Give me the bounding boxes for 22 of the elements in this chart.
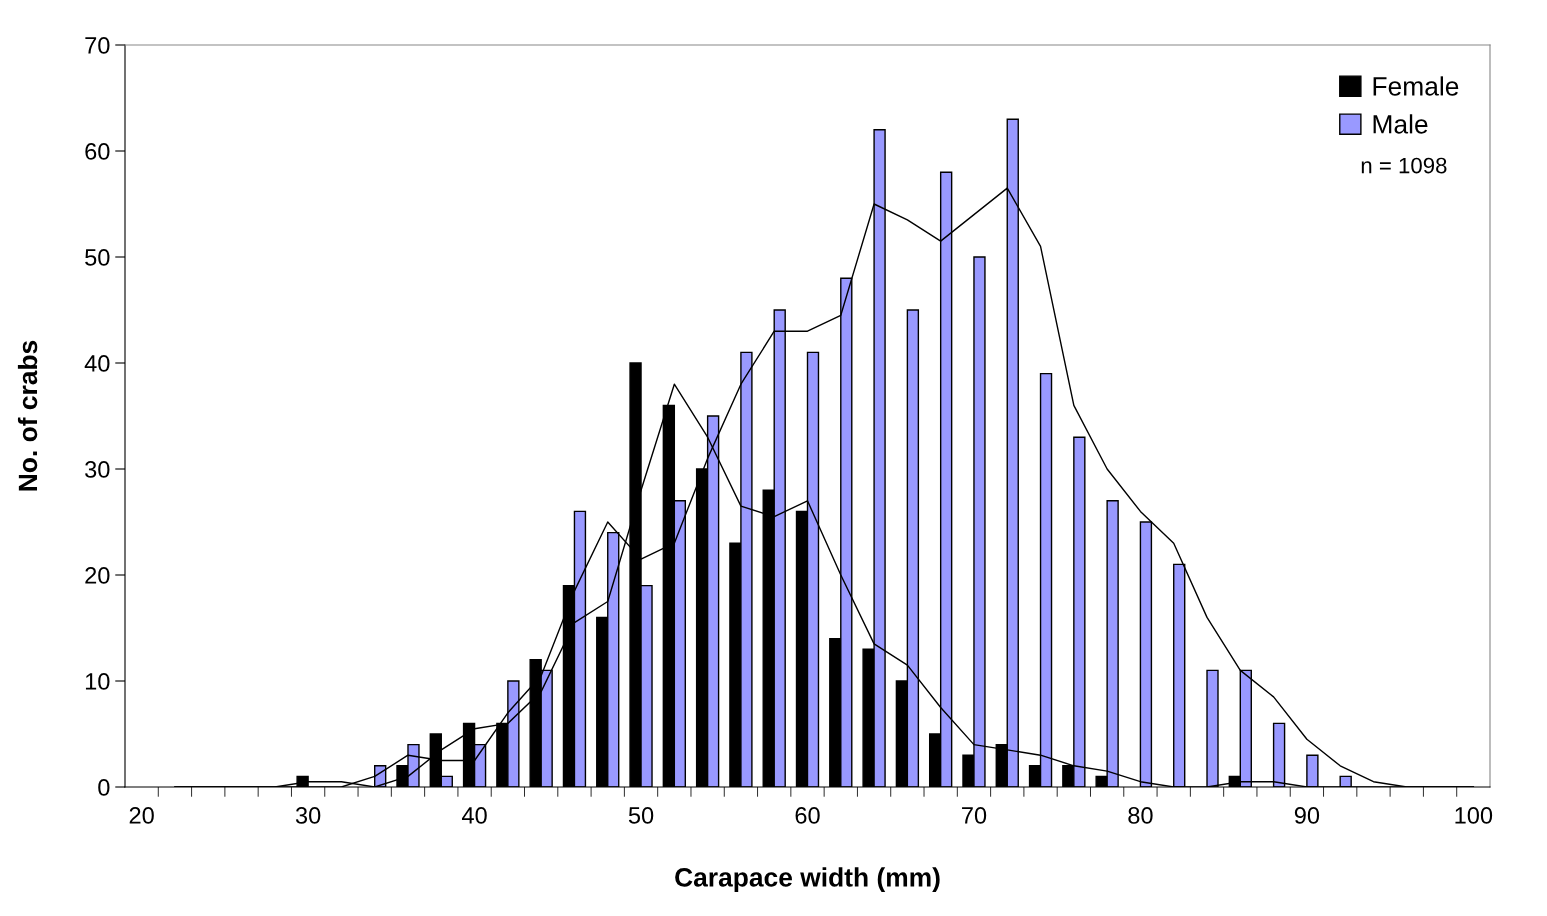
y-tick-label: 20 (85, 567, 110, 584)
y-tick-label: 10 (85, 673, 110, 690)
x-tick-label: 50 (628, 807, 654, 824)
y-tick-label: 70 (85, 37, 110, 54)
x-tick-label: 70 (962, 807, 987, 824)
legend-label: Male (1373, 114, 1428, 134)
legend-label: Female (1373, 76, 1459, 96)
annotation: n = 1098 (1361, 157, 1447, 174)
x-tick-label: 30 (295, 807, 321, 824)
y-tick-label: 50 (85, 249, 110, 266)
x-tick-label: 40 (461, 807, 487, 824)
x-tick-label: 90 (1294, 807, 1320, 824)
x-axis-title: Carapace width (mm) (675, 867, 940, 892)
x-tick-label: 80 (1128, 807, 1153, 824)
x-tick-label: 60 (795, 807, 820, 824)
y-tick-label: 30 (85, 461, 110, 478)
x-tick-label: 20 (129, 807, 154, 824)
y-tick-label: 40 (84, 355, 110, 372)
y-axis-title: No. of crabs (17, 340, 38, 491)
y-tick-label: 60 (85, 143, 110, 160)
x-tick-label: 100 (1455, 807, 1493, 824)
y-tick-label: 0 (98, 779, 110, 796)
